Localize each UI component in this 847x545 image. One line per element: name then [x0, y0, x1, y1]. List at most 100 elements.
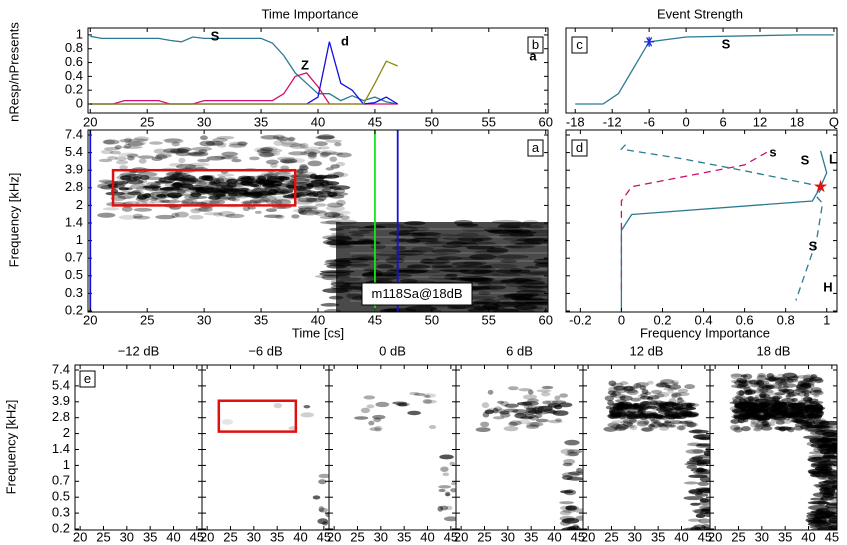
spectrogram-texture — [619, 403, 633, 409]
spectrogram-texture — [523, 301, 548, 306]
spectrogram-texture — [796, 374, 812, 379]
spectrogram-texture — [518, 388, 532, 392]
spectrogram-texture — [408, 232, 441, 236]
spectrogram-texture — [827, 454, 837, 459]
spectrogram-texture — [776, 426, 789, 431]
spectrogram-texture — [297, 181, 315, 188]
spectrogram-texture — [134, 136, 150, 141]
spectrogram-texture — [320, 151, 332, 157]
series-label: Z — [301, 57, 309, 72]
spectrogram-texture — [98, 158, 113, 163]
spectrogram-texture — [744, 414, 759, 421]
spectrogram-texture — [216, 187, 234, 193]
spectrogram-texture — [508, 421, 519, 427]
spectrogram-texture — [608, 380, 617, 387]
x-tick-label: 35 — [270, 529, 284, 544]
spectrogram-texture — [350, 233, 365, 239]
spectrogram-texture — [162, 187, 174, 191]
spectrogram-texture — [218, 211, 236, 217]
series-label: a — [529, 48, 537, 63]
spectrogram-texture — [116, 195, 132, 200]
spectrogram-texture — [809, 438, 823, 444]
spectrogram-texture — [664, 424, 675, 428]
spectrogram-texture — [171, 212, 180, 218]
spectrogram-texture — [329, 186, 342, 190]
spectrogram-texture — [261, 171, 282, 176]
spectrogram-texture — [695, 434, 706, 440]
spectrogram-texture — [807, 500, 830, 505]
spectrogram-texture — [771, 382, 783, 389]
spectrogram-texture — [193, 151, 206, 155]
spectrogram-texture — [575, 515, 583, 521]
spectrogram-texture — [221, 151, 239, 157]
spectrogram-texture — [623, 385, 634, 392]
spectrogram-texture — [469, 253, 497, 260]
spectrogram-texture — [819, 463, 837, 468]
spectrogram-texture — [734, 394, 746, 400]
spectrogram-texture — [559, 393, 568, 398]
spectrogram-texture — [227, 197, 237, 201]
spectrogram-texture — [292, 208, 304, 213]
spectrogram-texture — [251, 188, 267, 194]
y-axis-label: nResp/nPresents — [6, 22, 21, 122]
spectrogram-texture — [483, 227, 503, 233]
spectrogram-texture — [809, 419, 816, 426]
spectrogram-texture — [103, 139, 120, 145]
spectrogram-texture — [287, 136, 296, 142]
spectrogram-texture — [756, 374, 767, 381]
spectrogram-texture — [217, 175, 227, 181]
x-tick-label: 20 — [83, 312, 97, 327]
spectrogram-texture — [492, 416, 505, 420]
spectrogram-texture — [562, 462, 573, 467]
x-tick-label: 12 — [753, 114, 767, 129]
spectrogram-texture — [496, 294, 510, 299]
spectrogram-texture — [443, 516, 456, 522]
panel-label-box — [79, 370, 96, 388]
spectrogram-texture — [611, 420, 626, 424]
spectrogram-texture — [328, 295, 344, 300]
x-tick-label: 50 — [425, 312, 439, 327]
spectrogram-texture — [300, 412, 314, 418]
spectrogram-texture — [685, 449, 706, 454]
spectrogram-texture — [169, 162, 184, 167]
spectrogram-texture — [249, 198, 262, 204]
spectrogram-texture — [322, 287, 349, 294]
x-tick-label: 40 — [311, 312, 325, 327]
spectrogram-texture — [753, 427, 762, 432]
x-tick-label: 35 — [651, 529, 665, 544]
spectrogram-texture — [208, 195, 221, 200]
spectrogram-texture — [669, 420, 683, 425]
x-tick-label: 25 — [140, 312, 154, 327]
spectrogram-texture — [121, 206, 133, 212]
spectrogram-texture — [260, 135, 280, 140]
x-tick-label: 45 — [825, 529, 839, 544]
spectrogram-texture — [738, 381, 749, 387]
annotation: m118Sa@18dB — [371, 286, 462, 301]
spectrogram-texture — [190, 150, 209, 157]
spectrogram-texture — [288, 151, 308, 156]
series-label: s — [769, 144, 776, 159]
y-tick-label: 0.6 — [65, 54, 83, 69]
panel-title: Time Importance — [261, 6, 358, 21]
spectrogram-texture — [752, 389, 762, 394]
spectrogram-texture — [495, 267, 531, 274]
axes-frame — [87, 129, 549, 313]
spectrogram-texture — [780, 376, 786, 381]
spectrogram-texture — [214, 155, 232, 159]
spectrogram-texture — [251, 194, 261, 199]
spectrogram-texture — [731, 408, 743, 414]
spectrogram-stripe — [350, 244, 548, 246]
spectrogram-texture — [256, 148, 265, 154]
spectrogram-texture — [299, 210, 320, 216]
x-tick-label: 35 — [143, 529, 157, 544]
spectrogram-texture — [541, 385, 554, 390]
spectrogram-texture — [190, 208, 202, 214]
x-tick-label: 60 — [538, 312, 552, 327]
spectrogram-texture — [171, 194, 179, 200]
x-tick-label: 40 — [420, 529, 434, 544]
spectrogram-texture — [827, 475, 837, 481]
spectrogram-texture — [397, 226, 419, 232]
spectrogram-texture — [198, 149, 208, 153]
spectrogram-texture — [641, 427, 653, 432]
spectrogram-texture — [691, 429, 703, 434]
